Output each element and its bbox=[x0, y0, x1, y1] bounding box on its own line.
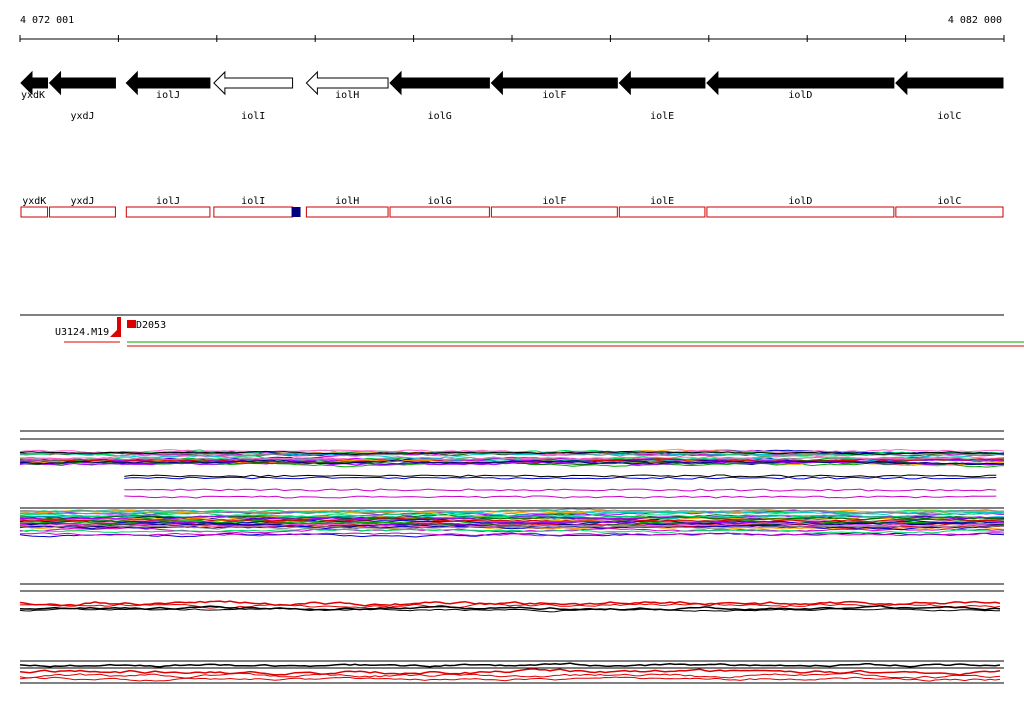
signal-trace bbox=[19, 528, 1005, 534]
signal-trace bbox=[19, 508, 1005, 515]
transcript-track: U3124.M19 D2053 bbox=[20, 314, 1024, 347]
signal-trace bbox=[19, 527, 1005, 534]
signal-trace-red bbox=[19, 676, 1001, 682]
annotation-label-iolJ: iolJ bbox=[156, 196, 180, 207]
gene-arrow-iolC[interactable] bbox=[895, 70, 1004, 96]
signal-trace-black bbox=[19, 662, 1001, 668]
signal-trace bbox=[19, 532, 1005, 538]
annotation-box-iolI[interactable] bbox=[213, 206, 294, 218]
signal-trace bbox=[19, 459, 1005, 465]
transcript-left-marker bbox=[117, 317, 121, 337]
annotation-label-iolD: iolD bbox=[788, 196, 812, 207]
signal-trace bbox=[19, 454, 1005, 461]
annotation-marker[interactable] bbox=[291, 207, 301, 217]
gene-label-iolF: iolF bbox=[542, 90, 566, 101]
ruler-end-label: 4 082 000 bbox=[948, 15, 1002, 26]
annotation-label-iolH: iolH bbox=[335, 196, 359, 207]
gene-arrow-iolE[interactable] bbox=[618, 70, 706, 96]
annotation-box-iolD[interactable] bbox=[706, 206, 895, 218]
transcript-right-marker bbox=[127, 320, 136, 328]
gene-arrow-yxdK[interactable] bbox=[20, 70, 49, 96]
signal-trace bbox=[19, 450, 1005, 456]
signal-trace-red bbox=[19, 602, 1001, 609]
gene-arrow-iolF[interactable] bbox=[490, 70, 618, 96]
gene-label-iolH: iolH bbox=[335, 90, 359, 101]
signal-trace-elevated bbox=[124, 495, 997, 499]
gene-arrow-iolD[interactable] bbox=[706, 70, 895, 96]
signal-trace bbox=[19, 460, 1005, 466]
annotation-box-iolC[interactable] bbox=[895, 206, 1004, 218]
signal-trace bbox=[19, 521, 1005, 527]
annotation-track: yxdK yxdJ iolJ iolI iolH iolG iolF iolE iolD iolC bbox=[20, 196, 1004, 218]
gene-label-iolJ: iolJ bbox=[156, 90, 180, 101]
signal-trace-black bbox=[19, 607, 1000, 613]
gene-label-iolE: iolE bbox=[650, 111, 674, 122]
annotation-box-iolJ[interactable] bbox=[125, 206, 211, 218]
gene-arrow-iolH[interactable] bbox=[305, 70, 389, 96]
signal-panel-red-black-bottom bbox=[19, 660, 1004, 684]
signal-trace-red bbox=[19, 600, 1001, 607]
annotation-label-iolG: iolG bbox=[428, 196, 452, 207]
gene-track: yxdK yxdJ iolJ iolI iolH iolG iolF iolE iolD iolC bbox=[20, 70, 1004, 122]
annotation-box-iolG[interactable] bbox=[389, 206, 490, 218]
signal-trace bbox=[19, 522, 1005, 528]
annotation-label-iolE: iolE bbox=[650, 196, 674, 207]
annotation-box-iolH[interactable] bbox=[305, 206, 389, 218]
coordinate-ruler: 4 072 001 4 082 000 bbox=[19, 15, 1005, 42]
signal-trace-elevated bbox=[124, 474, 997, 478]
signal-panel-red-black bbox=[19, 583, 1004, 613]
gene-arrow-iolI[interactable] bbox=[213, 70, 294, 96]
gene-arrow-yxdJ[interactable] bbox=[48, 70, 116, 96]
gene-label-yxdK: yxdK bbox=[21, 90, 45, 101]
signal-trace-red bbox=[19, 672, 1001, 679]
annotation-label-iolF: iolF bbox=[542, 196, 566, 207]
annotation-label-iolI: iolI bbox=[241, 196, 265, 207]
gene-label-iolC: iolC bbox=[937, 111, 961, 122]
annotation-box-yxdJ[interactable] bbox=[49, 206, 116, 218]
gene-label-iolI: iolI bbox=[241, 111, 265, 122]
gene-arrow-iolG[interactable] bbox=[389, 70, 490, 96]
signal-panel-multi-bottom bbox=[19, 474, 1005, 538]
gene-label-iolD: iolD bbox=[788, 90, 812, 101]
transcript-left-label: U3124.M19 bbox=[55, 327, 109, 338]
ruler-ticks bbox=[19, 35, 1005, 42]
gene-label-iolG: iolG bbox=[428, 111, 452, 122]
signal-trace bbox=[19, 512, 1005, 518]
signal-trace-elevated bbox=[124, 476, 997, 480]
annotation-label-iolC: iolC bbox=[937, 196, 961, 207]
transcript-right-label: D2053 bbox=[136, 320, 166, 331]
ruler-start-label: 4 072 001 bbox=[20, 15, 74, 26]
annotation-box-yxdK[interactable] bbox=[20, 206, 49, 218]
transcript-left-flag bbox=[110, 327, 120, 337]
signal-trace bbox=[19, 522, 1005, 528]
gene-arrow-iolJ[interactable] bbox=[125, 70, 211, 96]
signal-panel-multi-top bbox=[19, 430, 1005, 468]
signal-trace-elevated bbox=[124, 488, 997, 492]
gene-label-yxdJ: yxdJ bbox=[70, 111, 94, 122]
signal-trace bbox=[19, 451, 1005, 457]
signal-trace bbox=[19, 448, 1005, 456]
annotation-box-iolF[interactable] bbox=[490, 206, 618, 218]
signal-trace bbox=[19, 532, 1005, 537]
signal-trace-red bbox=[19, 668, 1001, 676]
annotation-label-yxdJ: yxdJ bbox=[70, 196, 94, 207]
signal-trace bbox=[19, 524, 1005, 530]
annotation-label-yxdK: yxdK bbox=[22, 196, 46, 207]
annotation-box-iolE[interactable] bbox=[618, 206, 706, 218]
